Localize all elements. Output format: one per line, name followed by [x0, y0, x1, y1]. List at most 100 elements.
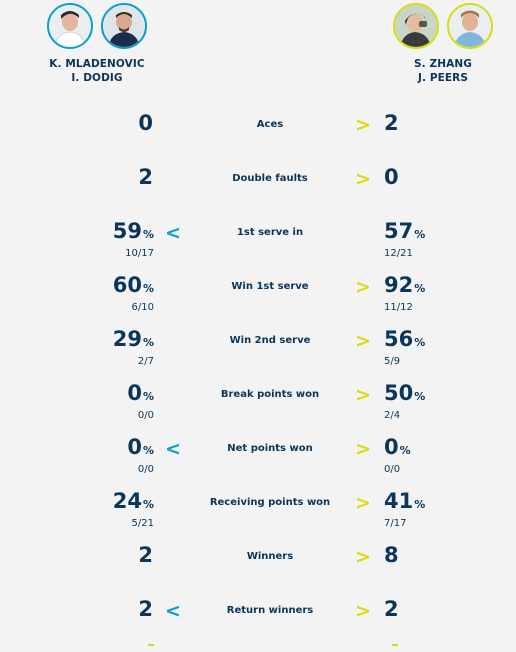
stat-row: 29% 2/7 Win 2nd serve >56% 5/9: [0, 327, 516, 381]
stat-row: 60% 6/10 Win 1st serve >92% 11/12: [0, 273, 516, 327]
advantage-right-arrow-icon: >: [355, 492, 371, 514]
player-photo-icon: [395, 5, 437, 47]
stat-label: 1st serve in: [236, 227, 304, 238]
stat-row: 2 Double faults >0: [0, 165, 516, 219]
stat-main-value: 56: [384, 327, 414, 351]
team-right-avatars: [378, 3, 508, 49]
percent-sign: %: [142, 444, 154, 457]
stat-label: Win 1st serve: [231, 281, 309, 292]
advantage-right-arrow-icon: >: [355, 276, 371, 298]
player-name-left-2: I. DODIG: [71, 72, 123, 84]
advantage-right-arrow-icon: >: [355, 384, 371, 406]
player-photo-icon: [103, 5, 145, 47]
stat-row: 24% 5/21 Receiving points won >41% 7/17: [0, 489, 516, 543]
stat-value-left: 60% 6/10: [113, 273, 154, 314]
stat-value-right: 2: [384, 597, 400, 626]
stat-value-right: 0% 0/0: [384, 435, 411, 476]
team-right-header: S. ZHANG J. PEERS: [378, 0, 508, 85]
percent-sign: %: [414, 498, 426, 511]
stat-value-right: 92% 11/12: [384, 273, 425, 314]
stat-main-value: 57: [384, 219, 414, 243]
stat-fraction: 6/10: [131, 302, 154, 313]
stat-value-left: 0: [138, 111, 154, 140]
stat-fraction: 5/9: [384, 356, 401, 367]
stat-main-value: 29: [112, 327, 142, 351]
team-left-avatars: [32, 3, 162, 49]
stat-row: 0% 0/0 Net points won < >0% 0/0: [0, 435, 516, 489]
advantage-right-arrow-icon: >: [355, 546, 371, 568]
avatar-player-peers[interactable]: [447, 3, 493, 49]
stat-main-value: 8: [384, 543, 399, 567]
stat-value-left: 2: [138, 597, 154, 626]
stat-value-right: 0: [384, 165, 400, 194]
advantage-left-arrow-icon: <: [165, 438, 181, 460]
stat-fraction: 12/21: [384, 248, 413, 259]
stat-value-left: 24% 5/21: [113, 489, 154, 530]
stat-value-right: 2: [384, 111, 400, 140]
stat-label: Aces: [256, 119, 284, 130]
stat-main-value: 60: [112, 273, 142, 297]
stat-value-left: 0% 0/0: [127, 435, 154, 476]
advantage-right-arrow-icon: >: [355, 438, 371, 460]
next-row-hint: [148, 644, 154, 650]
stat-label: Net points won: [227, 443, 313, 454]
player-photo-icon: [449, 5, 491, 47]
percent-sign: %: [142, 336, 154, 349]
stat-value-right: 57% 12/21: [384, 219, 425, 260]
percent-sign: %: [142, 390, 154, 403]
percent-sign: %: [414, 282, 426, 295]
stat-label: Win 2nd serve: [229, 335, 311, 346]
stat-main-value: 2: [138, 543, 153, 567]
stat-main-value: 0: [127, 435, 142, 459]
stat-fraction: 7/17: [384, 518, 407, 529]
stat-main-value: 59: [112, 219, 142, 243]
stat-main-value: 24: [112, 489, 142, 513]
player-name-right-1: S. ZHANG: [414, 58, 472, 70]
stat-main-value: 50: [384, 381, 414, 405]
stat-main-value: 2: [138, 165, 153, 189]
percent-sign: %: [414, 228, 426, 241]
stat-label: Return winners: [226, 605, 314, 616]
stat-main-value: 0: [127, 381, 142, 405]
stat-main-value: 2: [384, 597, 399, 621]
stat-fraction: 0/0: [384, 464, 401, 475]
advantage-right-arrow-icon: >: [355, 168, 371, 190]
stat-value-left: 2: [138, 165, 154, 194]
percent-sign: %: [414, 336, 426, 349]
stat-row: 2 Winners >8: [0, 543, 516, 597]
advantage-left-arrow-icon: <: [165, 222, 181, 244]
stat-main-value: 41: [384, 489, 414, 513]
stat-value-right: 8: [384, 543, 400, 572]
stat-value-left: 2: [138, 543, 154, 572]
player-photo-icon: [49, 5, 91, 47]
percent-sign: %: [399, 444, 411, 457]
stat-main-value: 0: [138, 111, 153, 135]
stat-label: Break points won: [220, 389, 320, 400]
stat-main-value: 92: [384, 273, 414, 297]
advantage-right-arrow-icon: >: [355, 330, 371, 352]
stat-fraction: 11/12: [384, 302, 413, 313]
avatar-player-mladenovic[interactable]: [47, 3, 93, 49]
stat-fraction: 0/0: [137, 410, 154, 421]
percent-sign: %: [414, 390, 426, 403]
stat-value-right: 56% 5/9: [384, 327, 425, 368]
stat-row: 0 Aces >2: [0, 111, 516, 165]
avatar-player-dodig[interactable]: [101, 3, 147, 49]
percent-sign: %: [142, 498, 154, 511]
stat-value-right: 50% 2/4: [384, 381, 425, 422]
percent-sign: %: [142, 228, 154, 241]
next-row-hint: [392, 644, 398, 650]
stat-value-left: 29% 2/7: [113, 327, 154, 368]
avatar-player-zhang[interactable]: [393, 3, 439, 49]
stat-main-value: 2: [138, 597, 153, 621]
stat-main-value: 2: [384, 111, 399, 135]
stat-label: Double faults: [232, 173, 308, 184]
stat-fraction: 5/21: [131, 518, 154, 529]
advantage-left-arrow-icon: <: [165, 600, 181, 622]
stat-row: 59% 10/17 1st serve in <57% 12/21: [0, 219, 516, 273]
stat-fraction: 2/4: [384, 410, 401, 421]
stat-fraction: 10/17: [125, 248, 154, 259]
player-name-left-1: K. MLADENOVIC: [49, 58, 145, 70]
stat-value-left: 59% 10/17: [113, 219, 154, 260]
team-left-header: K. MLADENOVIC I. DODIG: [32, 0, 162, 85]
